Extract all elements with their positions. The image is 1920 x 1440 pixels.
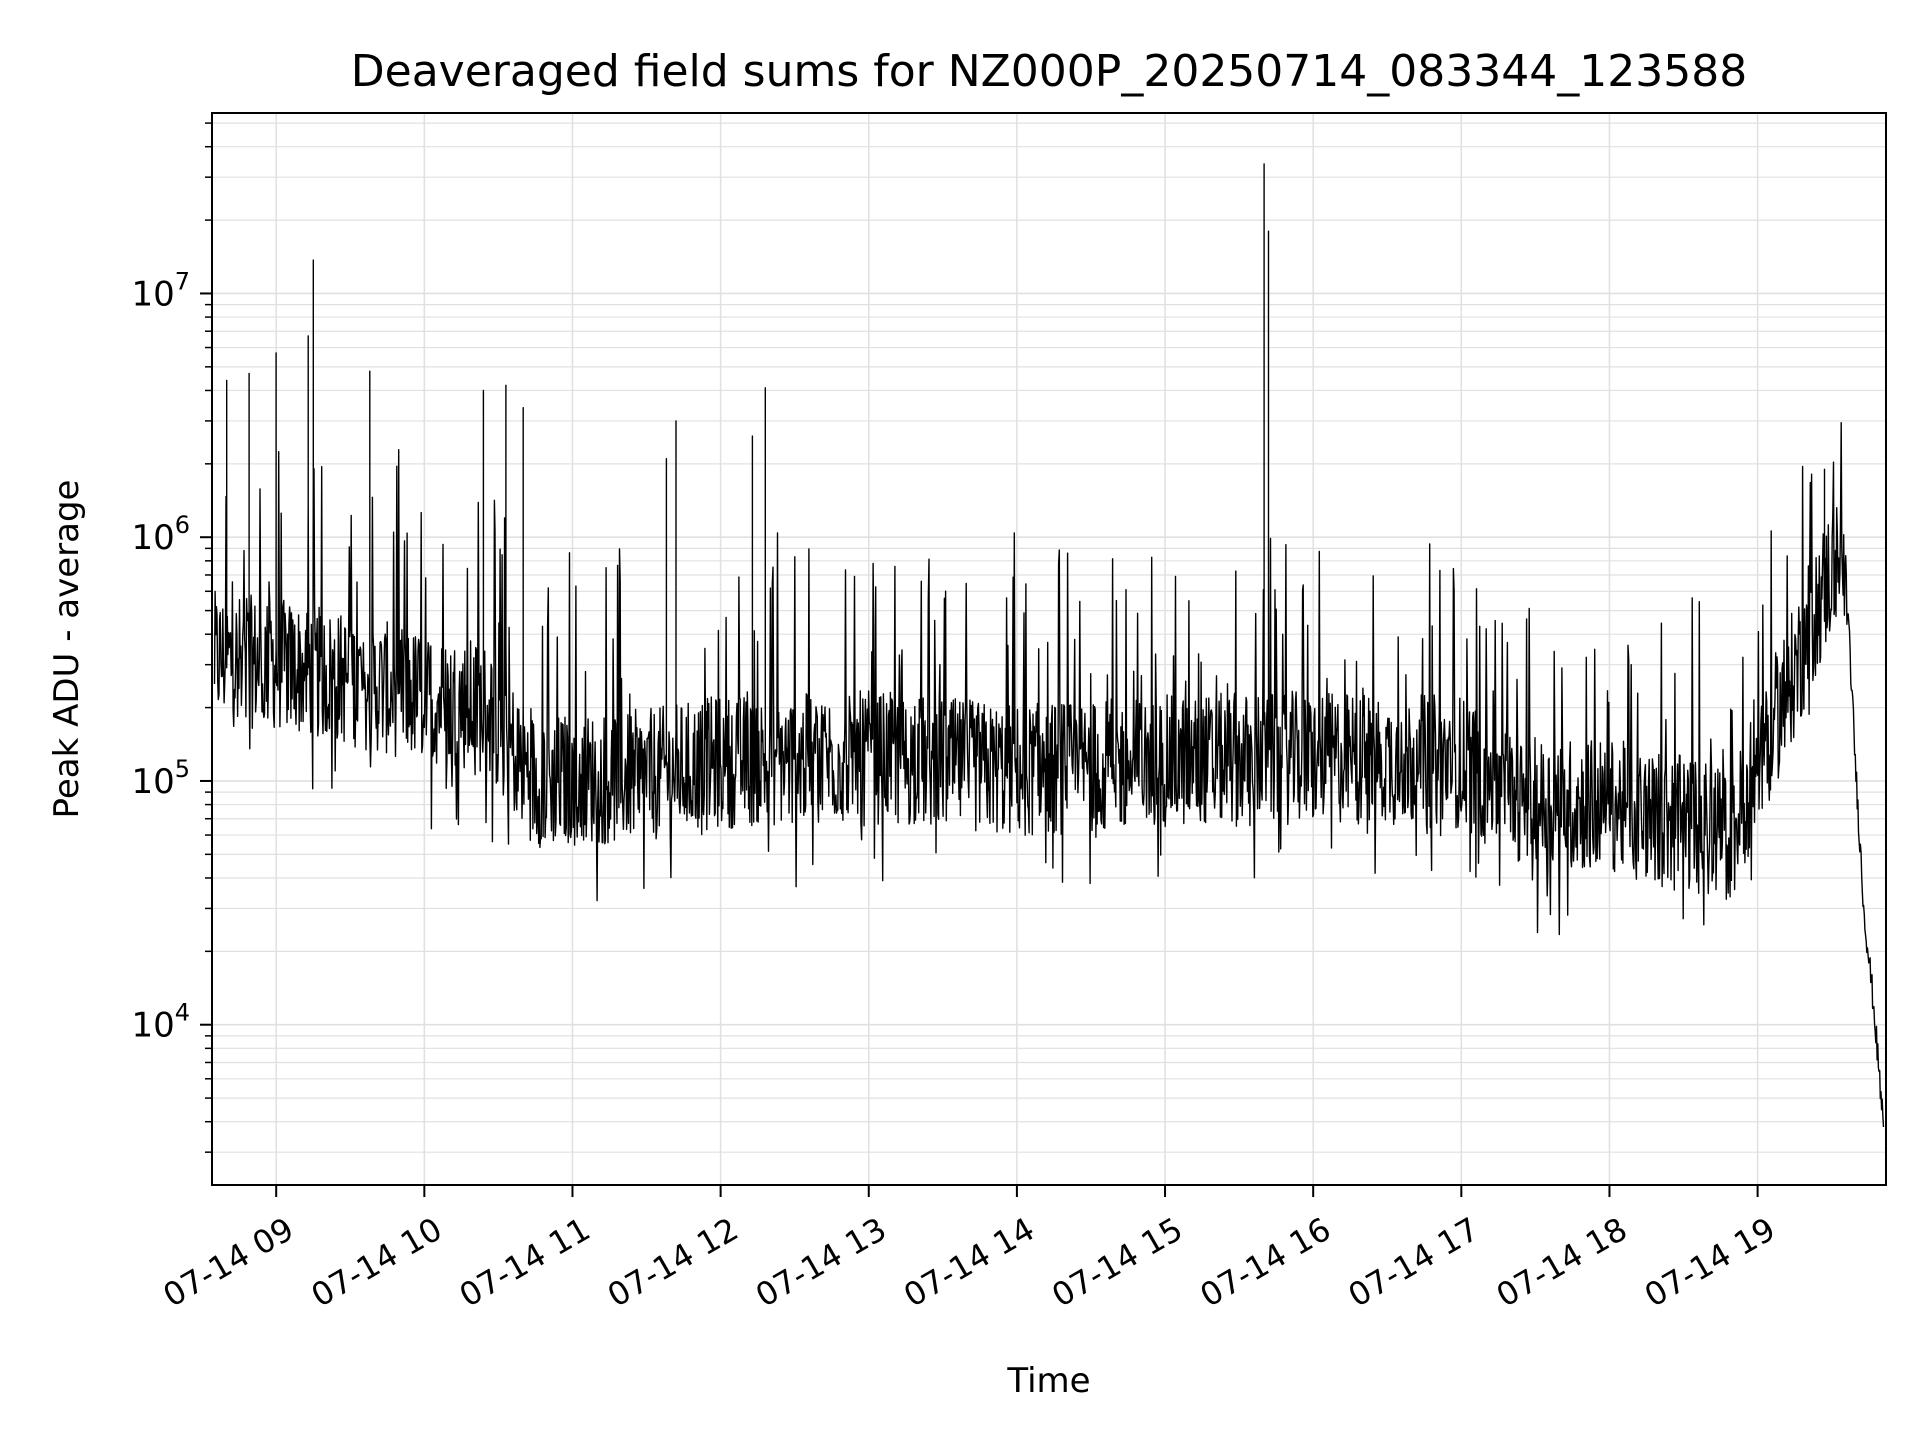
x-axis-label: Time (1006, 1361, 1090, 1401)
y-tick-label: 104 (131, 999, 190, 1046)
axis-ticks (200, 122, 1759, 1197)
grid-lines (212, 113, 1886, 1185)
chart-title: Deaveraged field sums for NZ000P_2025071… (351, 46, 1747, 97)
data-series-line (213, 163, 1885, 1128)
plot-area-frame (211, 112, 1887, 1186)
y-tick-labels: 104 105 106 107 (131, 267, 190, 1045)
y-tick-label: 105 (131, 755, 190, 802)
y-axis-label: Peak ADU - average (47, 480, 87, 819)
y-tick-label: 107 (131, 267, 190, 314)
y-tick-label: 106 (131, 511, 190, 558)
